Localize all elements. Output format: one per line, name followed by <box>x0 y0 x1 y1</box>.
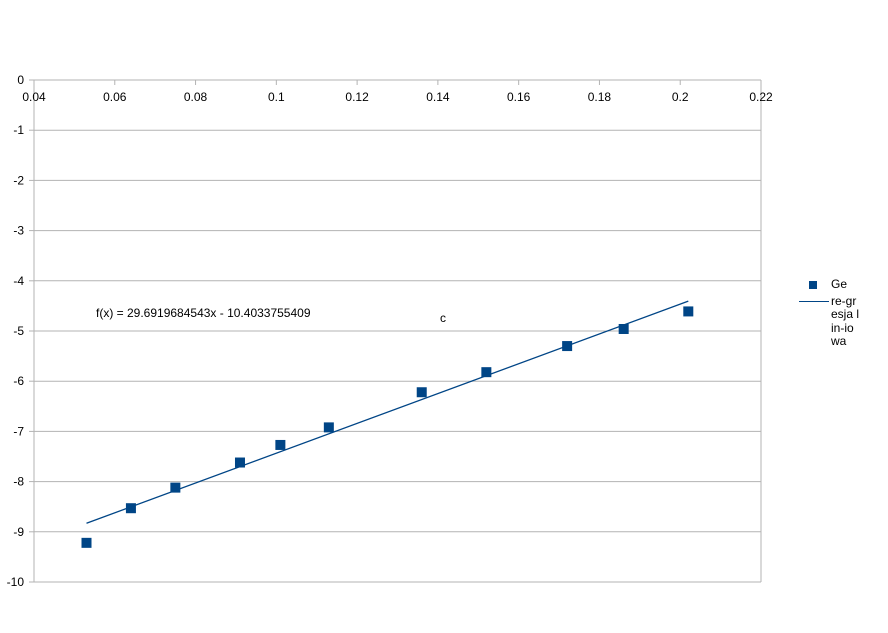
data-point <box>234 457 245 468</box>
legend-item-series: Ge <box>805 277 865 292</box>
legend-label-series: Ge <box>831 277 848 291</box>
y-tick-label: -2 <box>13 173 24 187</box>
data-point <box>683 306 694 317</box>
x-tick-label: 0.16 <box>507 90 531 104</box>
data-point <box>618 323 629 334</box>
y-tick-label: -4 <box>13 274 24 288</box>
y-tick-label: -1 <box>13 123 24 137</box>
data-point <box>481 367 492 378</box>
y-tick-label: -7 <box>13 424 24 438</box>
y-tick-labels: 0 -1 -2 -3 -4 -5 -6 -7 -8 -9 -10 <box>7 73 25 589</box>
data-point <box>562 341 573 352</box>
x-tick-label: 0.08 <box>184 90 208 104</box>
x-tick-label: 0.2 <box>672 90 689 104</box>
x-tick-label: 0.1 <box>268 90 285 104</box>
x-tick-label: 0.04 <box>22 90 46 104</box>
y-tick-label: -6 <box>13 374 24 388</box>
legend-item-trendline: re-gresja lin-iowa <box>799 293 865 349</box>
x-tick-label: 0.14 <box>426 90 450 104</box>
data-point <box>323 422 334 433</box>
trendline-equation: f(x) = 29.6919684543x - 10.4033755409 <box>96 306 311 320</box>
y-tick-label: -9 <box>13 525 24 539</box>
legend-line <box>799 300 829 302</box>
y-tick-label: -10 <box>7 575 25 589</box>
trendline-path <box>86 300 689 524</box>
x-tick-label: 0.12 <box>345 90 369 104</box>
x-tick-label: 0.06 <box>103 90 127 104</box>
axes <box>29 79 762 583</box>
data-point <box>170 482 181 493</box>
trendline <box>86 300 689 524</box>
data-point <box>125 503 136 514</box>
legend: Ge re-gresja lin-iowa <box>799 277 865 349</box>
legend-marker-square <box>809 281 817 289</box>
data-point <box>416 387 427 398</box>
y-tick-label: -8 <box>13 475 24 489</box>
annotation-c: c <box>440 311 446 325</box>
y-tick-label: 0 <box>17 73 24 87</box>
y-tick-label: -3 <box>13 224 24 238</box>
data-point <box>275 439 286 450</box>
data-point <box>81 537 92 548</box>
y-tick-label: -5 <box>13 324 24 338</box>
gridlines <box>34 79 761 583</box>
legend-label-trendline: re-gresja lin-iowa <box>831 293 860 348</box>
x-tick-labels: 0.04 0.06 0.08 0.1 0.12 0.14 0.16 0.18 0.2 0.22 <box>22 90 773 104</box>
x-tick-label: 0.18 <box>588 90 612 104</box>
x-tick-label: 0.22 <box>749 90 773 104</box>
data-points <box>81 306 694 548</box>
